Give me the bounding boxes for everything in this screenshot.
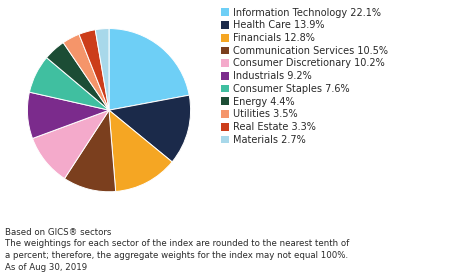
Legend: Information Technology 22.1%, Health Care 13.9%, Financials 12.8%, Communication: Information Technology 22.1%, Health Car… xyxy=(220,8,388,145)
Wedge shape xyxy=(29,58,109,110)
Wedge shape xyxy=(79,30,109,110)
Wedge shape xyxy=(109,29,189,110)
Text: Based on GICS® sectors
The weightings for each sector of the index are rounded t: Based on GICS® sectors The weightings fo… xyxy=(5,228,349,272)
Wedge shape xyxy=(64,110,116,192)
Wedge shape xyxy=(95,29,109,110)
Wedge shape xyxy=(27,92,109,138)
Wedge shape xyxy=(109,95,191,162)
Wedge shape xyxy=(46,43,109,110)
Wedge shape xyxy=(109,110,172,191)
Wedge shape xyxy=(63,34,109,110)
Wedge shape xyxy=(33,110,109,178)
